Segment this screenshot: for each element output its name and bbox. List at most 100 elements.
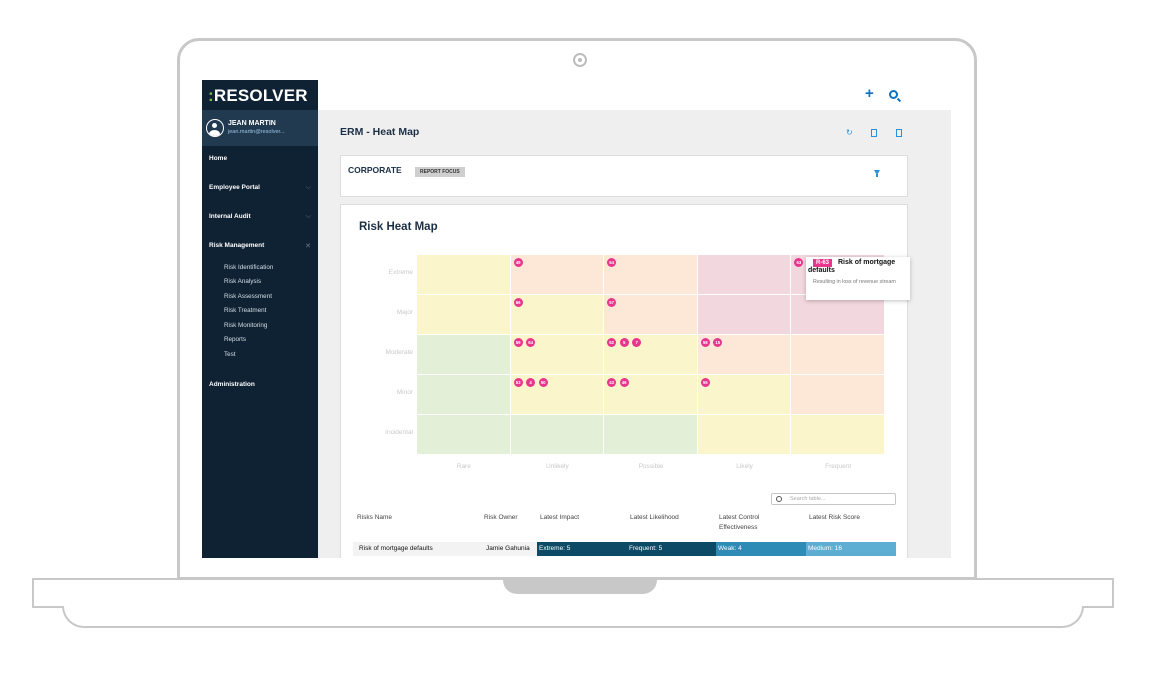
risk-marker[interactable]: 46 xyxy=(619,378,629,387)
sidebar-subitem-reports[interactable]: Reports xyxy=(224,336,247,343)
row-label-extreme: Extreme xyxy=(388,269,413,276)
chevron-down-icon[interactable]: ⌵ xyxy=(305,213,311,220)
col-label-rare: Rare xyxy=(456,463,471,470)
heat-map-cell[interactable] xyxy=(510,295,605,335)
heat-map-cell[interactable] xyxy=(791,375,885,415)
focus-title: CORPORATE xyxy=(348,165,402,175)
risk-marker[interactable]: 58 xyxy=(700,338,710,347)
risk-marker[interactable]: 49 xyxy=(513,258,523,267)
heat-map-cell[interactable] xyxy=(604,415,698,455)
sidebar-subitem-risk-identification[interactable]: Risk Identification xyxy=(224,264,274,271)
sidebar-item-employee-portal[interactable]: Employee Portal xyxy=(209,184,260,191)
heat-map-cell[interactable] xyxy=(697,415,792,455)
cell-risk-owner: Jamie Gahunia xyxy=(486,545,530,552)
sidebar-subitem-risk-assessment[interactable]: Risk Assessment xyxy=(224,293,272,300)
heat-map-cell[interactable] xyxy=(697,295,792,335)
risk-marker[interactable]: 66 xyxy=(513,298,523,307)
sidebar-item-administration[interactable]: Administration xyxy=(209,381,255,388)
risk-marker[interactable]: 5 xyxy=(619,338,629,347)
filter-icon[interactable] xyxy=(874,170,880,177)
column-header-latest-risk-score[interactable]: Latest Risk Score xyxy=(809,514,860,521)
sidebar: :RESOLVER JEAN MARTIN jean.martin@resolv… xyxy=(202,80,318,558)
heat-map-cell[interactable] xyxy=(604,255,698,295)
cell-risk-name[interactable]: Risk of mortgage defaults xyxy=(359,545,433,552)
heat-map-cell[interactable] xyxy=(604,295,698,335)
risk-marker[interactable]: 53 xyxy=(513,378,523,387)
add-icon[interactable]: + xyxy=(865,85,874,102)
risk-marker[interactable]: 43 xyxy=(607,378,617,387)
risk-marker[interactable]: 57 xyxy=(607,298,617,307)
page-title: ERM - Heat Map xyxy=(340,126,420,138)
report-focus-card: CORPORATE REPORT FOCUS xyxy=(340,155,908,197)
heat-map-cell[interactable] xyxy=(510,375,605,415)
report-focus-badge: REPORT FOCUS xyxy=(415,167,465,177)
heat-map-cell[interactable] xyxy=(417,375,511,415)
heat-map-cell[interactable] xyxy=(417,335,511,375)
refresh-icon[interactable]: ↻ xyxy=(846,128,853,137)
user-name: JEAN MARTIN xyxy=(228,120,276,127)
heat-map-cell[interactable] xyxy=(697,255,792,295)
user-email: jean.martin@resolver... xyxy=(228,129,285,135)
heat-map-cell[interactable] xyxy=(697,375,792,415)
heat-map-cell[interactable] xyxy=(604,335,698,375)
chevron-down-icon[interactable]: ⌵ xyxy=(305,184,311,191)
col-label-unlikely: Unlikely xyxy=(546,463,569,470)
heat-map-cell[interactable] xyxy=(510,335,605,375)
col-label-frequent: Frequent xyxy=(825,463,852,470)
sidebar-item-risk-management[interactable]: Risk Management xyxy=(209,242,265,249)
sidebar-item-home[interactable]: Home xyxy=(209,155,228,162)
tooltip-title: Risk of mortgage defaults xyxy=(808,259,896,274)
heat-map-cell[interactable] xyxy=(417,415,511,455)
cell-latest-likelihood: Frequent: 5 xyxy=(627,542,716,556)
cell-latest-control: Weak: 4 xyxy=(716,542,806,556)
column-header-latest-control-effectiveness[interactable]: Latest Control Effectiveness xyxy=(719,514,760,531)
risk-marker[interactable]: 15 xyxy=(713,338,723,347)
sidebar-subitem-risk-analysis[interactable]: Risk Analysis xyxy=(224,278,262,285)
heat-map-cell[interactable] xyxy=(417,255,511,295)
column-header-risk-owner[interactable]: Risk Owner xyxy=(484,514,518,521)
risk-marker[interactable]: 62 xyxy=(607,338,617,347)
heat-map-cell[interactable] xyxy=(791,295,885,335)
user-profile[interactable]: JEAN MARTIN jean.martin@resolver... xyxy=(202,110,318,146)
app-screen: :RESOLVER JEAN MARTIN jean.martin@resolv… xyxy=(202,80,951,558)
sidebar-item-internal-audit[interactable]: Internal Audit xyxy=(209,213,251,220)
col-label-likely: Likely xyxy=(736,463,753,470)
row-label-incidental: Incidental xyxy=(385,429,413,436)
table-search-input[interactable]: Search table... xyxy=(771,493,896,505)
column-header-risk-name[interactable]: Risks Name xyxy=(357,514,393,521)
heat-map-card: Risk Heat Map Extreme Major Moderate Min… xyxy=(340,204,910,558)
column-header-latest-likelihood[interactable]: Latest Likelihood xyxy=(630,514,679,521)
cell-latest-impact: Extreme: 5 xyxy=(537,542,627,556)
row-label-minor: Minor xyxy=(396,389,413,396)
heat-map-cell[interactable] xyxy=(791,415,885,455)
heat-map-cell[interactable] xyxy=(604,375,698,415)
document-icon[interactable] xyxy=(871,129,877,137)
risk-marker[interactable]: 64 xyxy=(526,338,536,347)
risk-marker[interactable]: 7 xyxy=(632,338,642,347)
heat-map-cell[interactable] xyxy=(510,255,605,295)
risk-marker[interactable]: 63 xyxy=(794,258,804,267)
column-header-latest-impact[interactable]: Latest Impact xyxy=(540,514,580,521)
sidebar-subitem-test[interactable]: Test xyxy=(224,351,236,358)
risk-marker[interactable]: 55 xyxy=(700,378,710,387)
export-icon[interactable] xyxy=(896,129,902,137)
sidebar-subitem-risk-monitoring[interactable]: Risk Monitoring xyxy=(224,322,268,329)
search-icon xyxy=(776,496,782,502)
heat-map-cell[interactable] xyxy=(417,295,511,335)
sidebar-subitem-risk-treatment[interactable]: Risk Treatment xyxy=(224,307,267,314)
risk-marker[interactable]: 59 xyxy=(513,338,523,347)
risk-marker[interactable]: 4 xyxy=(526,378,536,387)
heat-map-cell[interactable] xyxy=(791,335,885,375)
search-placeholder: Search table... xyxy=(790,496,826,502)
close-icon[interactable]: ✕ xyxy=(305,243,311,250)
top-bar: + xyxy=(318,80,951,110)
heat-map-title: Risk Heat Map xyxy=(359,221,438,233)
camera-icon xyxy=(573,53,587,67)
risk-marker[interactable]: 50 xyxy=(538,378,548,387)
heat-map-cell[interactable] xyxy=(510,415,605,455)
heat-map-cell[interactable] xyxy=(697,335,792,375)
resolver-logo[interactable]: :RESOLVER xyxy=(208,86,308,105)
row-label-moderate: Moderate xyxy=(385,349,413,356)
risk-marker[interactable]: 54 xyxy=(607,258,617,267)
search-icon[interactable] xyxy=(889,90,898,99)
